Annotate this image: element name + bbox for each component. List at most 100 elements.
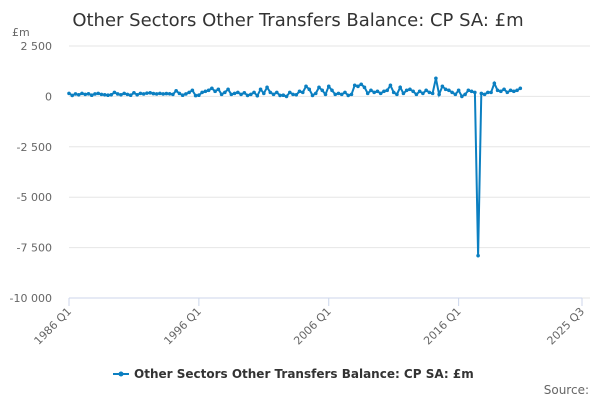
data-point <box>174 88 178 93</box>
data-point <box>486 90 490 95</box>
data-point <box>317 85 321 90</box>
data-point <box>294 92 299 97</box>
data-point <box>177 91 182 96</box>
x-tick-label: 2016 Q1 <box>421 305 464 348</box>
data-point <box>297 89 302 94</box>
data-point <box>378 91 383 96</box>
data-point <box>505 90 510 95</box>
data-point <box>512 89 516 94</box>
data-point <box>151 91 156 96</box>
data-point <box>372 90 377 95</box>
data-point <box>252 90 256 95</box>
data-point <box>278 93 282 98</box>
data-point <box>434 76 438 81</box>
data-point <box>206 88 211 93</box>
data-point <box>515 88 519 93</box>
legend-marker <box>118 371 124 377</box>
data-point <box>190 88 195 93</box>
data-point <box>339 92 344 97</box>
data-point <box>119 92 123 97</box>
data-point <box>450 90 454 95</box>
data-point <box>258 87 263 92</box>
data-point <box>73 92 78 96</box>
data-point <box>249 92 253 97</box>
data-point <box>132 90 136 95</box>
data-point <box>93 92 97 96</box>
data-point <box>385 88 389 93</box>
data-point <box>216 87 221 92</box>
x-tick-label: 2025 Q3 <box>545 305 588 348</box>
data-point <box>414 92 419 97</box>
data-point <box>245 93 250 98</box>
x-tick-label: 1986 Q1 <box>32 305 75 348</box>
legend[interactable]: Other Sectors Other Transfers Balance: C… <box>113 367 474 381</box>
data-point <box>255 93 260 98</box>
y-axis-label: £m <box>12 26 30 39</box>
data-point <box>158 91 162 96</box>
data-point <box>83 92 88 97</box>
data-point <box>141 92 146 96</box>
data-point <box>502 87 506 92</box>
data-point <box>456 88 461 93</box>
data-point <box>135 92 139 97</box>
data-point <box>479 91 484 96</box>
data-point <box>395 92 399 97</box>
data-point <box>102 92 107 97</box>
data-point <box>362 85 367 90</box>
data-point <box>236 90 240 95</box>
data-point <box>300 90 305 95</box>
data-point <box>437 92 441 97</box>
data-point <box>226 87 230 92</box>
data-point <box>352 83 357 88</box>
data-point <box>326 84 331 89</box>
data-point <box>145 91 149 95</box>
data-point <box>349 92 354 97</box>
data-point <box>404 88 409 93</box>
y-tick-label: -2 500 <box>17 141 52 154</box>
data-point <box>443 87 448 92</box>
data-point <box>307 87 312 92</box>
legend-label[interactable]: Other Sectors Other Transfers Balance: C… <box>134 367 474 381</box>
data-point <box>398 85 402 90</box>
data-point <box>469 89 474 94</box>
data-point <box>115 92 120 96</box>
data-point <box>180 93 185 97</box>
data-point <box>242 90 247 95</box>
data-point <box>154 92 159 96</box>
data-point <box>76 92 81 97</box>
y-tick-label: -10 000 <box>10 292 52 305</box>
data-point <box>424 88 428 93</box>
data-point <box>466 88 471 93</box>
data-point <box>229 92 234 97</box>
data-point <box>401 91 406 96</box>
data-point <box>440 84 445 89</box>
data-point <box>463 92 467 97</box>
data-point <box>271 92 276 97</box>
y-tick-label: 0 <box>45 90 52 103</box>
data-point <box>268 90 273 95</box>
data-point <box>489 90 493 95</box>
data-point <box>411 89 415 94</box>
data-point <box>482 92 487 97</box>
data-point <box>323 92 328 97</box>
data-point <box>193 93 198 98</box>
data-point <box>171 92 175 97</box>
data-point <box>330 88 334 93</box>
data-point <box>167 91 172 96</box>
data-point <box>417 89 422 94</box>
data-point <box>138 91 143 96</box>
data-point <box>67 91 71 96</box>
data-point <box>148 90 152 95</box>
data-point <box>210 86 214 91</box>
data-point <box>460 94 464 99</box>
data-point <box>473 90 477 95</box>
data-point <box>197 93 201 97</box>
data-point <box>313 91 318 96</box>
data-point <box>109 92 114 97</box>
data-point <box>388 83 393 88</box>
data-point <box>320 88 325 93</box>
series-line <box>68 78 521 256</box>
data-point <box>310 93 315 98</box>
